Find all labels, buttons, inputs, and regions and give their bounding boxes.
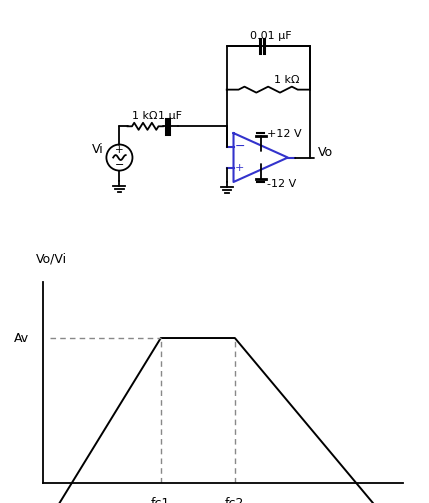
Text: 1 kΩ: 1 kΩ — [133, 111, 158, 121]
Text: 1 kΩ: 1 kΩ — [274, 75, 299, 85]
Text: −: − — [115, 159, 124, 170]
Text: −: − — [234, 140, 245, 153]
Text: +: + — [235, 163, 244, 174]
Text: +12 V: +12 V — [267, 129, 302, 139]
Text: 1 μF: 1 μF — [158, 111, 182, 121]
Text: fc2: fc2 — [225, 497, 245, 503]
Text: Vo/Vi: Vo/Vi — [36, 253, 67, 266]
Text: +: + — [115, 145, 124, 155]
Text: fc1: fc1 — [151, 497, 170, 503]
Text: 0.01 μF: 0.01 μF — [250, 31, 291, 41]
Text: Vo: Vo — [318, 146, 333, 159]
Text: Vi: Vi — [92, 143, 104, 156]
Text: Av: Av — [14, 331, 30, 345]
Text: -12 V: -12 V — [267, 179, 297, 189]
